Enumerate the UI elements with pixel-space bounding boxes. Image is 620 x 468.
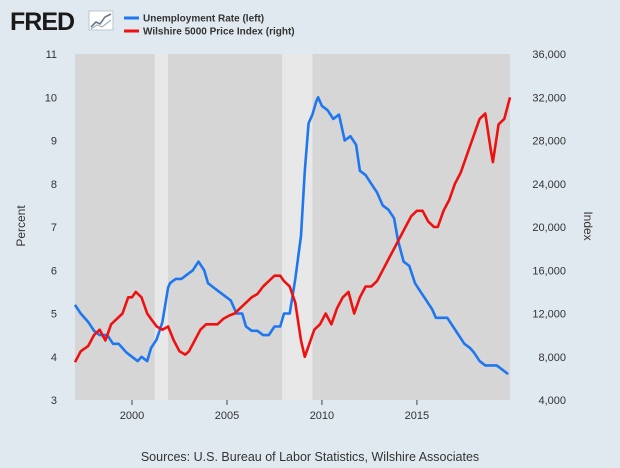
left-tick-label: 9: [51, 136, 57, 148]
legend: Unemployment Rate (left) Wilshire 5000 P…: [124, 14, 295, 38]
right-axis-title: Index: [581, 211, 595, 240]
left-tick-label: 4: [51, 352, 57, 364]
x-tick-label: 2015: [405, 410, 429, 422]
left-tick-label: 8: [51, 179, 57, 191]
recession-shading: [154, 54, 313, 400]
series-line-unemployment[interactable]: [73, 96, 509, 376]
left-tick-label: 11: [46, 49, 57, 61]
x-tick-label: 2005: [215, 410, 239, 422]
legend-label-unemployment: Unemployment Rate (left): [143, 14, 264, 25]
source-note: Sources: U.S. Bureau of Labor Statistics…: [140, 450, 480, 464]
left-tick-label: 6: [51, 265, 57, 277]
recession-band-0: [154, 54, 169, 400]
right-tick-label: 8,000: [538, 352, 566, 364]
legend-label-wilshire: Wilshire 5000 Price Index (right): [143, 27, 295, 38]
legend-item-unemployment[interactable]: Unemployment Rate (left): [124, 14, 264, 25]
recession-band-1: [282, 54, 313, 400]
x-axis: 2000 2005 2010 2015: [120, 400, 429, 422]
right-axis: 4,000 8,000 12,000 16,000 20,000 24,000 28,000…: [532, 49, 566, 407]
right-tick-label: 28,000: [532, 136, 566, 148]
right-tick-label: 20,000: [532, 222, 566, 234]
left-tick-label: 7: [51, 222, 57, 234]
right-tick-label: 24,000: [532, 179, 566, 191]
fred-logo-text: FRED: [10, 8, 74, 36]
left-tick-label: 3: [51, 395, 57, 407]
series-line-wilshire[interactable]: [73, 96, 512, 363]
left-tick-label: 10: [45, 92, 57, 104]
left-tick-label: 5: [51, 309, 57, 321]
series-layer: [73, 96, 512, 376]
x-tick-label: 2010: [310, 410, 334, 422]
left-axis-title: Percent: [14, 205, 28, 247]
x-tick-label: 2000: [120, 410, 144, 422]
left-axis: 3 4 5 6 7 8 9 10 11: [45, 49, 57, 407]
fred-logo[interactable]: FRED: [10, 8, 114, 36]
right-tick-label: 12,000: [532, 309, 566, 321]
right-tick-label: 16,000: [532, 265, 566, 277]
right-tick-label: 36,000: [532, 49, 566, 61]
right-tick-label: 32,000: [532, 92, 566, 104]
right-tick-label: 4,000: [538, 395, 566, 407]
fred-logo-graph-icon: [88, 10, 114, 31]
legend-item-wilshire[interactable]: Wilshire 5000 Price Index (right): [124, 27, 295, 38]
